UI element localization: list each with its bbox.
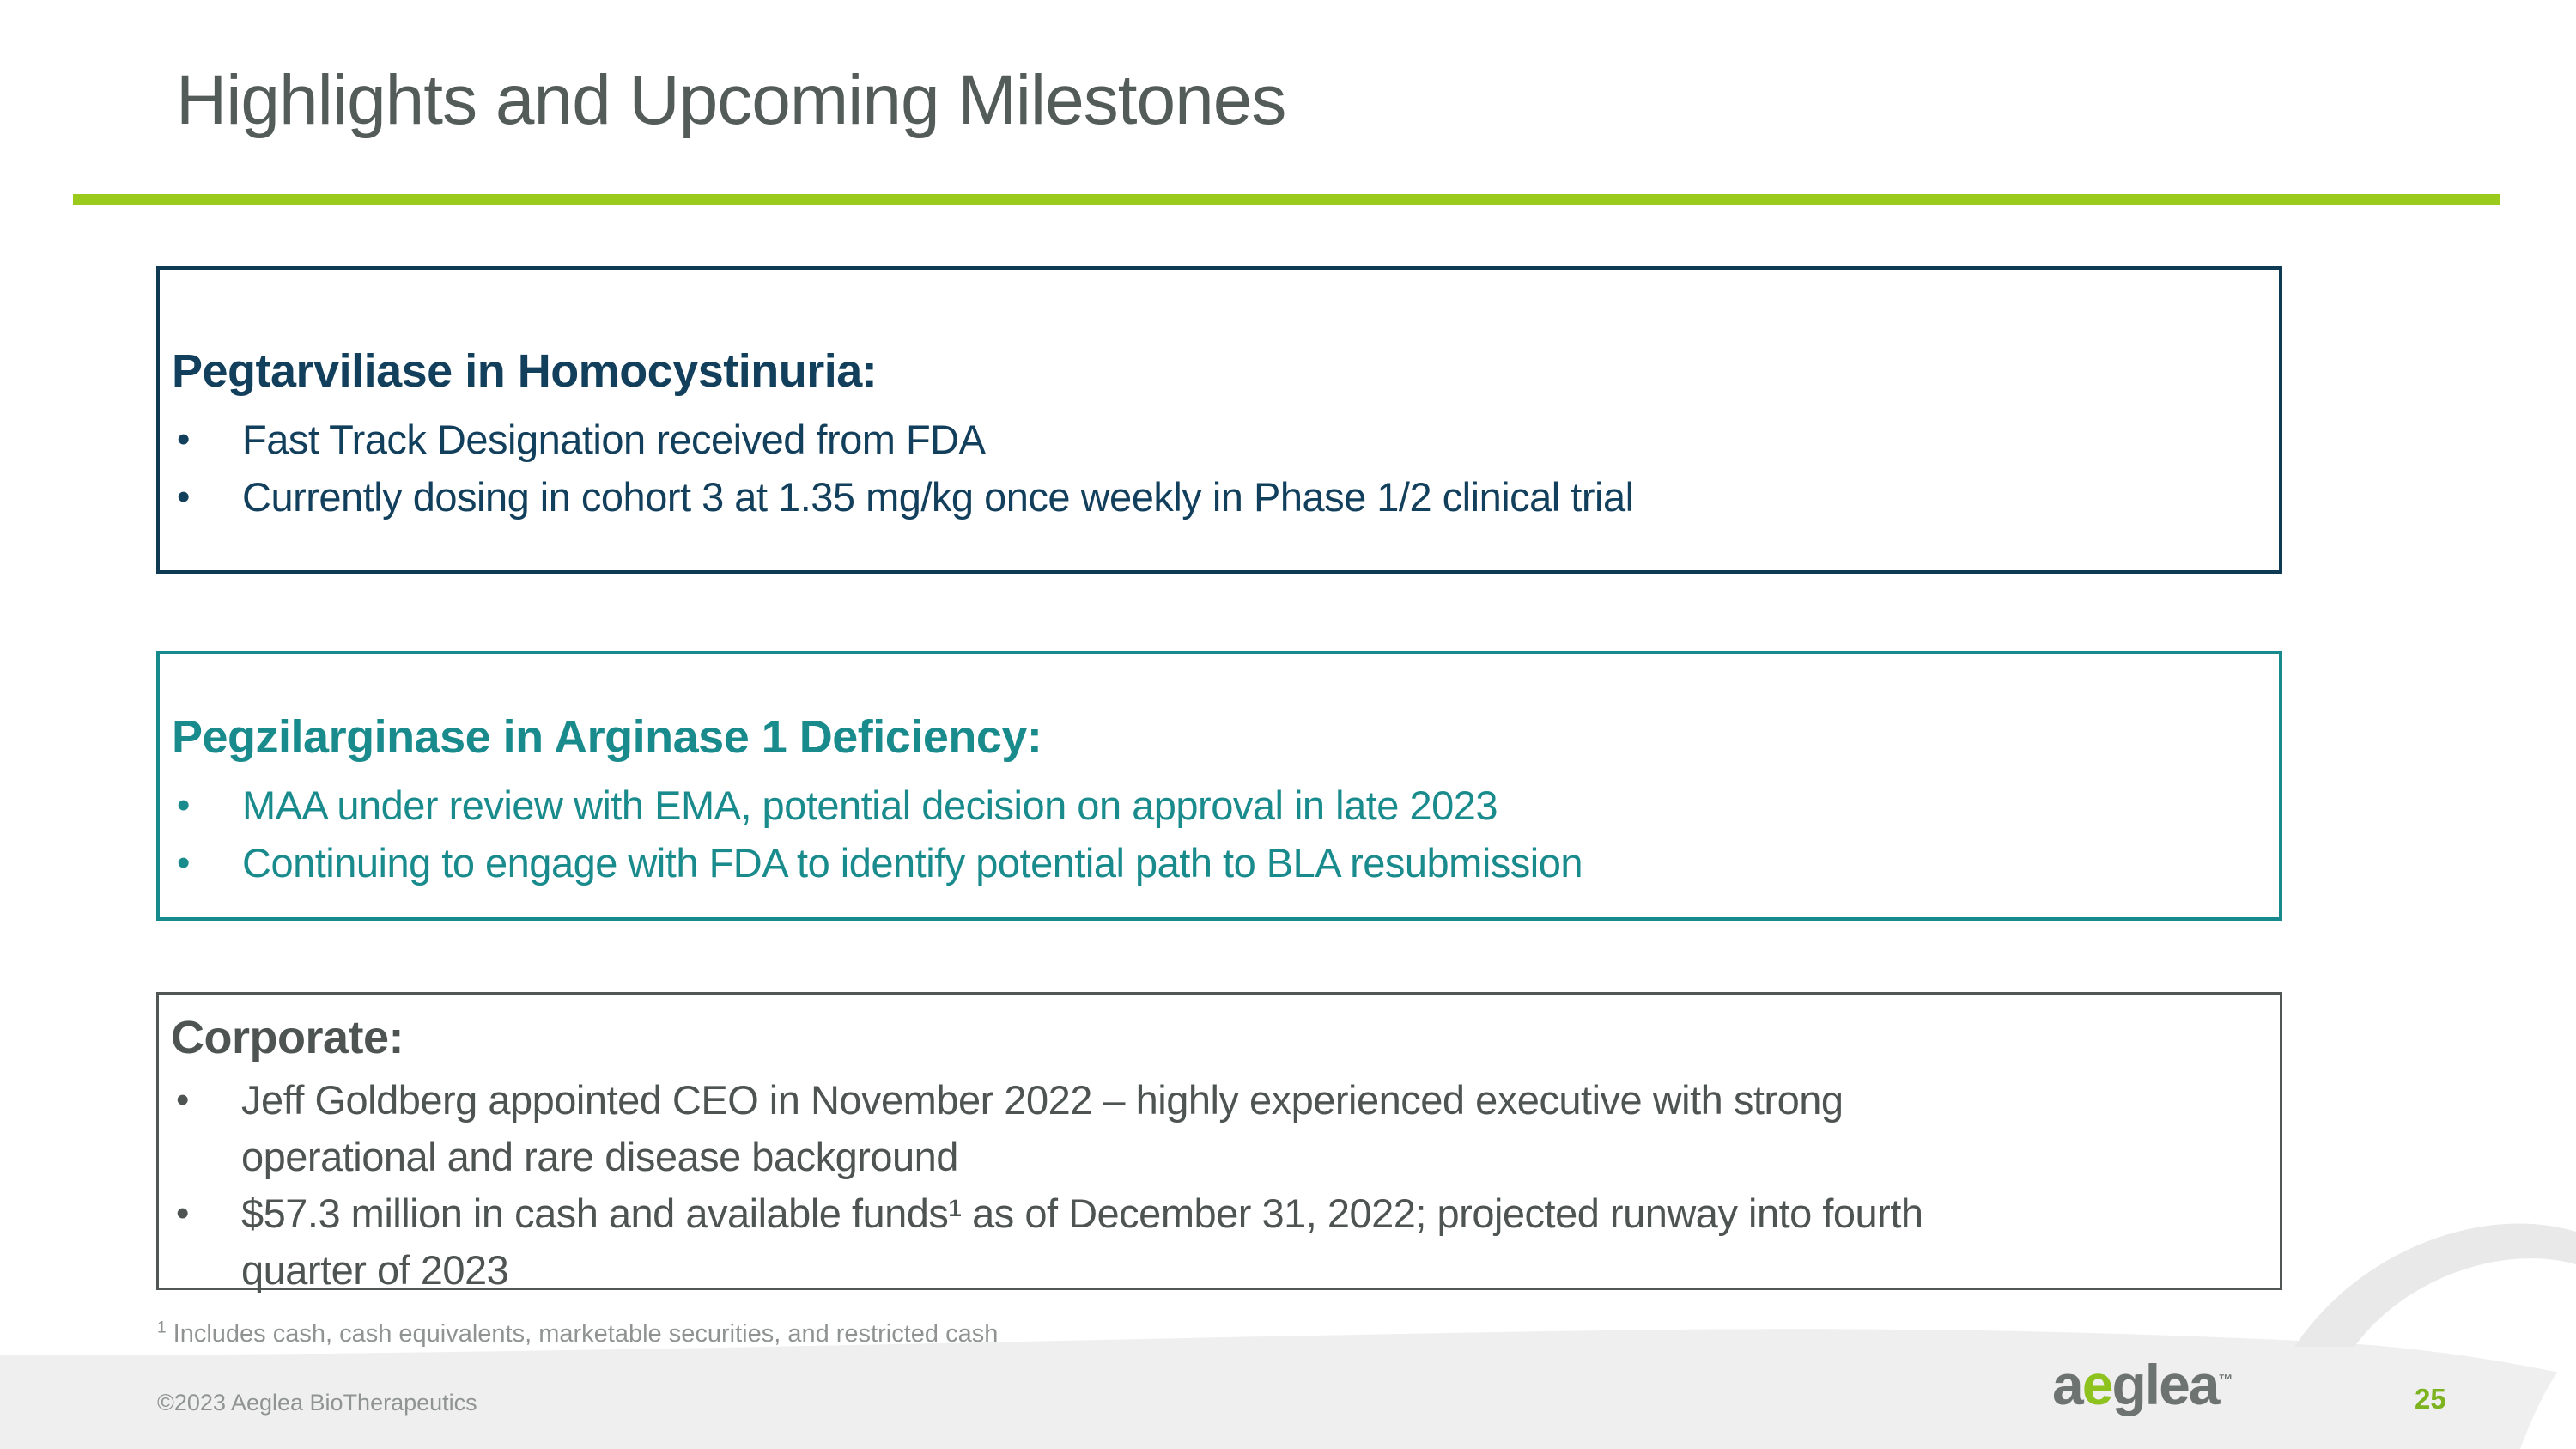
bullet-text: Jeff Goldberg appointed CEO in November …: [241, 1072, 1844, 1185]
bullet-line: $57.3 million in cash and available fund…: [241, 1190, 1923, 1236]
list-item: Currently dosing in cohort 3 at 1.35 mg/…: [172, 468, 2253, 526]
trademark-symbol: ™: [2218, 1372, 2233, 1388]
aeglea-logo: aeglea™: [2052, 1352, 2233, 1417]
corporate-header: Corporate:: [171, 1012, 404, 1063]
bullet-text: MAA under review with EMA, potential dec…: [242, 782, 1498, 828]
logo-letter-green-e: e: [2081, 1353, 2114, 1416]
logo-letters: glea: [2111, 1353, 2220, 1416]
bullet-icon: [172, 834, 242, 892]
footnote-marker: 1: [157, 1318, 167, 1337]
bullet-text: $57.3 million in cash and available fund…: [241, 1185, 1923, 1299]
list-item: Jeff Goldberg appointed CEO in November …: [171, 1072, 2254, 1185]
footnote-text: Includes cash, cash equivalents, marketa…: [166, 1320, 999, 1348]
page-number: 25: [2415, 1383, 2446, 1415]
bullet-text: Continuing to engage with FDA to identif…: [242, 840, 1583, 886]
list-item: $57.3 million in cash and available fund…: [171, 1185, 2254, 1299]
list-item: MAA under review with EMA, potential dec…: [172, 776, 2253, 834]
bullet-icon: [172, 468, 242, 526]
copyright-text: ©2023 Aeglea BioTherapeutics: [157, 1390, 477, 1416]
bullet-icon: [172, 776, 242, 834]
pegzilarginase-box: Pegzilarginase in Arginase 1 Deficiency:…: [156, 651, 2282, 921]
pegtarviliase-box: Pegtarviliase in Homocystinuria: Fast Tr…: [156, 266, 2282, 574]
pegzilarginase-header: Pegzilarginase in Arginase 1 Deficiency:: [172, 711, 1042, 763]
bullet-line: operational and rare disease background: [241, 1134, 958, 1179]
pegtarviliase-header: Pegtarviliase in Homocystinuria:: [172, 345, 878, 397]
corporate-box: Corporate: Jeff Goldberg appointed CEO i…: [156, 992, 2282, 1293]
accent-rule: [73, 194, 2500, 205]
slide-title: Highlights and Upcoming Milestones: [176, 61, 1286, 139]
bullet-line: quarter of 2023: [241, 1247, 509, 1293]
list-item: Fast Track Designation received from FDA: [172, 411, 2253, 468]
footnote: 1 Includes cash, cash equivalents, marke…: [157, 1318, 999, 1349]
footer-wave-decoration: [0, 1223, 2576, 1449]
bullet-icon: [172, 411, 242, 468]
bullet-text: Fast Track Designation received from FDA: [242, 417, 986, 462]
bullet-line: Jeff Goldberg appointed CEO in November …: [241, 1077, 1844, 1123]
logo-letter: a: [2052, 1353, 2084, 1416]
bullet-text: Currently dosing in cohort 3 at 1.35 mg/…: [242, 474, 1634, 520]
bullet-icon: [171, 1072, 241, 1129]
list-item: Continuing to engage with FDA to identif…: [172, 834, 2253, 892]
